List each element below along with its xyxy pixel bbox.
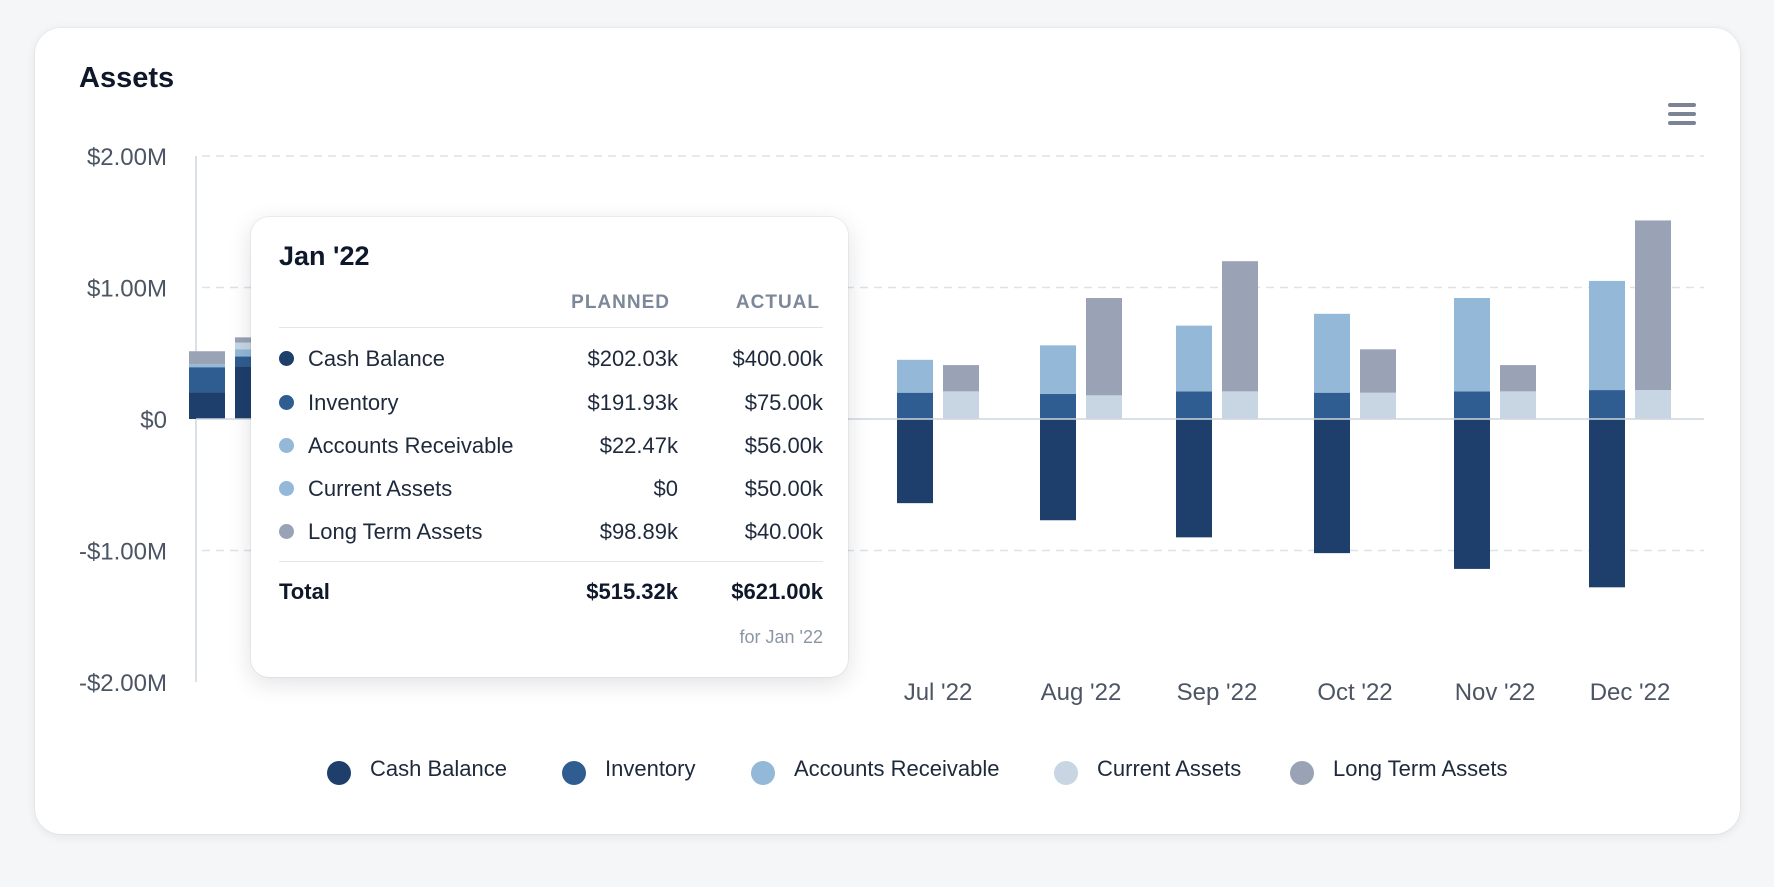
tooltip-row-label: Cash Balance <box>308 346 445 371</box>
tooltip-row: Cash Balance $202.03k $400.00k <box>251 339 848 379</box>
y-tick-label: -$1.00M <box>79 539 167 566</box>
tooltip-row-planned: $202.03k <box>587 346 678 371</box>
legend-label: Inventory <box>605 756 696 781</box>
bar-planned-accounts-receivable <box>897 359 933 393</box>
bar-actual-long-term-assets <box>943 365 979 392</box>
tooltip-col-planned: PLANNED <box>571 292 670 313</box>
chart-legend: Cash Balance Inventory Accounts Receivab… <box>0 752 1774 792</box>
bar-planned-inventory <box>189 367 225 393</box>
series-dot <box>279 481 294 496</box>
bar-planned-inventory <box>1176 391 1212 419</box>
y-tick-label: $1.00M <box>87 276 167 303</box>
bar-planned-accounts-receivable <box>189 364 225 368</box>
tooltip-row: Current Assets $0 $50.00k <box>251 469 848 509</box>
tooltip-row-label: Current Assets <box>308 476 453 501</box>
legend-dot <box>751 761 775 785</box>
legend-dot <box>1290 761 1314 785</box>
y-tick-label: -$2.00M <box>79 670 167 697</box>
series-dot <box>279 351 294 366</box>
bar-planned-accounts-receivable <box>1454 298 1490 392</box>
bar-actual-current-assets <box>1086 395 1122 419</box>
series-dot <box>279 438 294 453</box>
bar-planned-cash-balance <box>897 419 933 504</box>
bar-planned-inventory <box>897 392 933 419</box>
tooltip-divider <box>279 327 823 328</box>
bar-actual-long-term-assets <box>1360 349 1396 393</box>
bar-planned-cash-balance <box>1040 419 1076 521</box>
tooltip-row: Long Term Assets $98.89k $40.00k <box>251 512 848 552</box>
tooltip: Jan '22 PLANNED ACTUAL Cash Balance $202… <box>251 217 848 677</box>
bar-planned-cash-balance <box>189 392 225 419</box>
tooltip-row-actual: $400.00k <box>732 346 823 371</box>
bar-planned-accounts-receivable <box>1040 345 1076 395</box>
bar-actual-long-term-assets <box>1222 261 1258 392</box>
tooltip-row: Accounts Receivable $22.47k $56.00k <box>251 426 848 466</box>
bar-planned-inventory <box>1454 391 1490 419</box>
bar-planned-inventory <box>1589 390 1625 419</box>
bar-planned-accounts-receivable <box>1589 280 1625 391</box>
x-tick-label: Sep '22 <box>1177 679 1258 706</box>
legend-label: Accounts Receivable <box>794 756 1000 781</box>
bar-actual-long-term-assets <box>1086 298 1122 396</box>
legend-label: Long Term Assets <box>1333 756 1508 781</box>
legend-dot <box>562 761 586 785</box>
legend-dot <box>1054 761 1078 785</box>
tooltip-total-label: Total <box>279 579 330 604</box>
x-tick-label: Dec '22 <box>1590 679 1671 706</box>
bar-actual-long-term-assets <box>1635 220 1671 391</box>
legend-label: Current Assets <box>1097 756 1242 781</box>
tooltip-row-planned: $191.93k <box>587 390 678 415</box>
y-tick-label: $2.00M <box>87 144 167 171</box>
tooltip-row-label: Accounts Receivable <box>308 433 514 458</box>
chart-title: Assets <box>79 62 175 94</box>
tooltip-row-actual: $40.00k <box>744 519 823 544</box>
tooltip-row-actual: $50.00k <box>744 476 823 501</box>
bar-planned-cash-balance <box>1176 419 1212 538</box>
bar-actual-current-assets <box>1222 391 1258 419</box>
tooltip-title: Jan '22 <box>279 241 370 271</box>
bar-actual-long-term-assets <box>1500 365 1536 392</box>
bar-actual-current-assets <box>1360 392 1396 419</box>
bar-planned-cash-balance <box>1454 419 1490 569</box>
tooltip-row-label: Long Term Assets <box>308 519 483 544</box>
bar-actual-current-assets <box>1500 391 1536 419</box>
bar-planned-cash-balance <box>1589 419 1625 588</box>
tooltip-footnote: for Jan '22 <box>739 627 824 647</box>
bar-planned-accounts-receivable <box>1176 325 1212 392</box>
legend-label: Cash Balance <box>370 756 507 781</box>
legend-dot <box>327 761 351 785</box>
tooltip-total-actual: $621.00k <box>731 579 823 604</box>
x-tick-label: Aug '22 <box>1041 679 1122 706</box>
tooltip-divider <box>279 561 823 562</box>
x-tick-label: Nov '22 <box>1455 679 1536 706</box>
y-tick-label: $0 <box>140 407 167 434</box>
tooltip-row-actual: $75.00k <box>744 390 823 415</box>
bar-planned-inventory <box>1040 394 1076 419</box>
bar-planned-cash-balance <box>1314 419 1350 554</box>
series-dot <box>279 524 294 539</box>
x-tick-label: Oct '22 <box>1317 679 1392 706</box>
tooltip-row-label: Inventory <box>308 390 399 415</box>
tooltip-row-planned: $0 <box>653 476 678 501</box>
bar-planned-accounts-receivable <box>1314 313 1350 393</box>
tooltip-total-planned: $515.32k <box>586 579 678 604</box>
series-dot <box>279 395 294 410</box>
bar-actual-current-assets <box>943 391 979 419</box>
tooltip-col-actual: ACTUAL <box>735 292 820 313</box>
bar-planned-inventory <box>1314 392 1350 419</box>
tooltip-row-actual: $56.00k <box>744 433 823 458</box>
hamburger-menu-icon[interactable] <box>1664 100 1700 130</box>
tooltip-row-planned: $22.47k <box>599 433 678 458</box>
tooltip-row: Inventory $191.93k $75.00k <box>251 383 848 423</box>
x-tick-label: Jul '22 <box>904 679 973 706</box>
bar-planned-long-term-assets <box>189 351 225 365</box>
bar-actual-current-assets <box>1635 390 1671 419</box>
tooltip-row-planned: $98.89k <box>599 519 678 544</box>
